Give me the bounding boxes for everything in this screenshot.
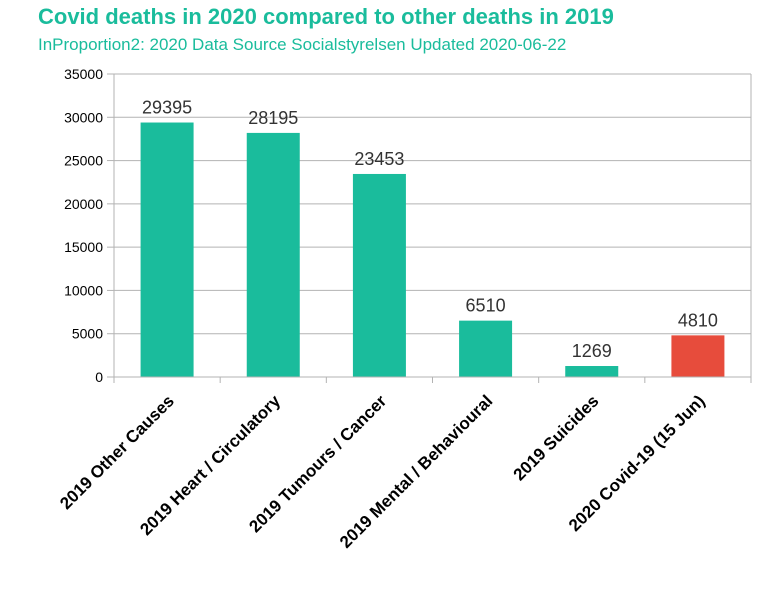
bar: [671, 335, 725, 377]
y-tick-label: 20000: [64, 196, 103, 212]
data-label: 1269: [572, 341, 612, 361]
data-label: 29395: [142, 98, 192, 118]
y-tick-label: 30000: [64, 109, 103, 125]
data-label: 28195: [248, 108, 298, 128]
chart-subtitle: InProportion2: 2020 Data Source Socialst…: [38, 35, 567, 54]
bar: [565, 366, 619, 377]
y-tick-label: 0: [95, 369, 103, 385]
chart-title: Covid deaths in 2020 compared to other d…: [38, 4, 614, 29]
bar: [246, 132, 300, 377]
y-tick-label: 10000: [64, 282, 103, 298]
data-label: 6510: [466, 296, 506, 316]
bar: [352, 173, 406, 377]
y-tick-label: 25000: [64, 153, 103, 169]
bar: [459, 320, 513, 377]
y-tick-label: 15000: [64, 239, 103, 255]
x-tick-label: 2019 Other Causes: [56, 391, 178, 513]
y-tick-label: 5000: [72, 326, 103, 342]
bar: [140, 122, 194, 377]
data-label: 4810: [678, 310, 718, 330]
y-tick-label: 35000: [64, 66, 103, 82]
data-label: 23453: [354, 149, 404, 169]
x-tick-label: 2019 Suicides: [510, 391, 603, 484]
